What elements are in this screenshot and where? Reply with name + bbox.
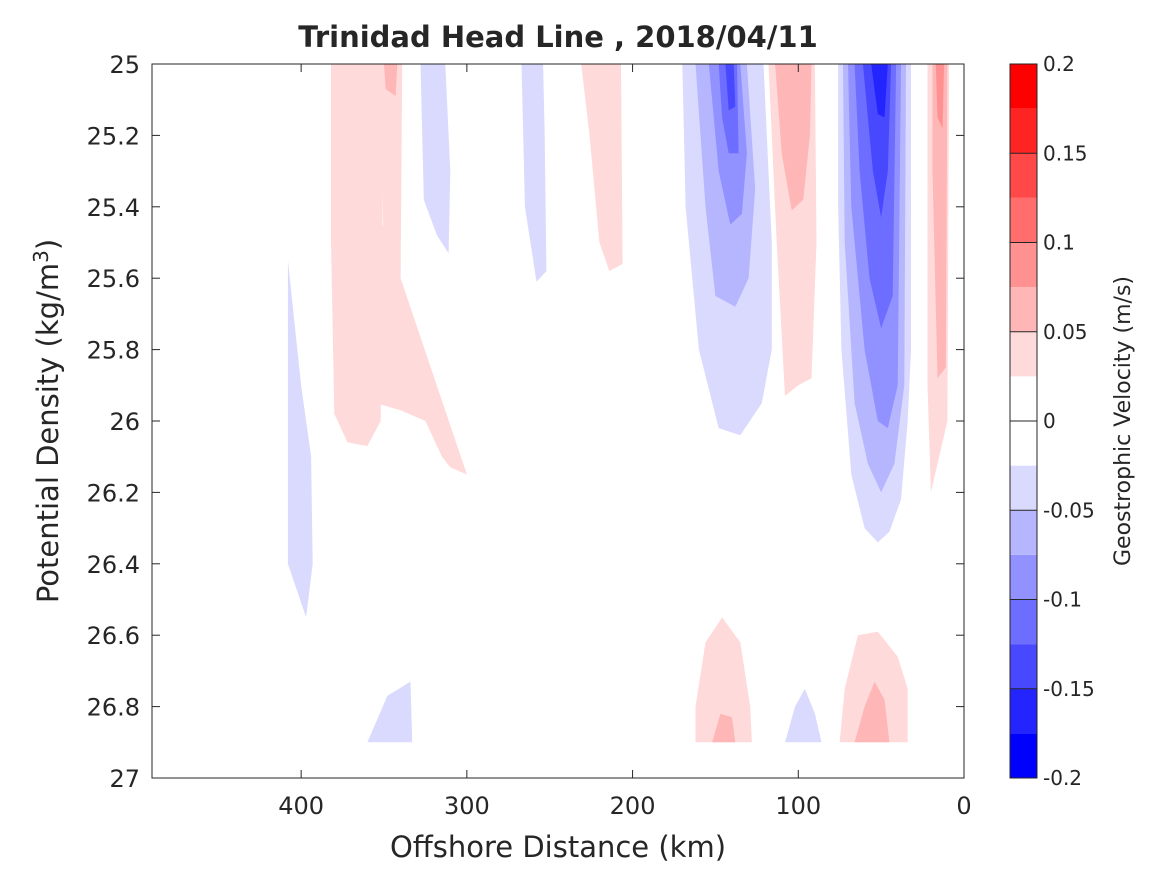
- colorbar-band: [1010, 287, 1037, 332]
- colorbar-band: [1010, 554, 1037, 600]
- contour-region: [287, 260, 313, 618]
- colorbar-band: [1010, 242, 1037, 288]
- contour-region: [384, 64, 398, 97]
- y-axis-label-superscript: 3: [29, 250, 53, 263]
- colorbar-tick-label: 0.05: [1043, 320, 1088, 344]
- contour-fills: [287, 64, 950, 743]
- colorbar-tick-label: -0.15: [1043, 677, 1095, 701]
- y-tick-label: 25.6: [87, 265, 140, 293]
- contour-region: [420, 64, 451, 254]
- y-tick-label: 26.8: [87, 694, 140, 722]
- x-tick-label: 400: [278, 792, 324, 820]
- y-axis-label-main: Potential Density (kg/m: [31, 263, 65, 603]
- colorbar-band: [1010, 465, 1037, 511]
- y-tick-label: 27: [109, 765, 140, 793]
- y-axis-label-close: ): [31, 239, 65, 250]
- colorbar-band: [1010, 688, 1037, 734]
- y-tick-label: 25: [109, 51, 140, 79]
- colorbar-tick-label: -0.2: [1043, 766, 1082, 790]
- y-axis-label: Potential Density (kg/m3): [29, 239, 65, 603]
- colorbar-band: [1010, 599, 1037, 645]
- colorbar-band: [1010, 153, 1037, 198]
- contour-region: [331, 64, 384, 446]
- contour-region: [367, 681, 413, 743]
- contour-region: [712, 713, 736, 743]
- colorbar-band: [1010, 197, 1037, 243]
- y-tick-label: 26.2: [87, 479, 140, 507]
- colorbar-label: Geostrophic Velocity (m/s): [1111, 276, 1136, 566]
- x-tick-label: 100: [775, 792, 821, 820]
- x-tick-label: 0: [956, 792, 971, 820]
- y-axis-ticks: 25 25.2 25.4 25.6 25.8 26 26.2 26.4 26.6 26.8 27: [87, 51, 964, 793]
- colorbar: -0.2 -0.15 -0.1 -0.05 0 0.05 0.1 0.15 0.2 Geostr…: [1009, 52, 1136, 790]
- contour-region: [871, 64, 888, 118]
- colorbar-band: [1010, 421, 1037, 466]
- plot-area: 400 300 200 100 0 25 25.2 25.4 25.6 25.8 26 26.2 26…: [87, 51, 972, 820]
- colorbar-band: [1010, 108, 1037, 154]
- x-tick-label: 200: [610, 792, 656, 820]
- chart-title: Trinidad Head Line , 2018/04/11: [298, 20, 818, 54]
- contour-region: [521, 64, 547, 282]
- y-tick-label: 25.8: [87, 337, 140, 365]
- x-axis-ticks: 400 300 200 100 0: [278, 64, 972, 820]
- colorbar-tick-label: 0.1: [1043, 231, 1075, 255]
- contour-region: [785, 688, 822, 743]
- y-tick-label: 25.4: [87, 194, 140, 222]
- colorbar-band: [1010, 376, 1037, 421]
- colorbar-band: [1010, 644, 1037, 689]
- colorbar-tick-label: -0.05: [1043, 498, 1095, 522]
- y-tick-label: 25.2: [87, 122, 140, 150]
- colorbar-ticks: -0.2 -0.15 -0.1 -0.05 0 0.05 0.1 0.15 0.2: [1010, 52, 1095, 790]
- contour-region: [935, 64, 945, 129]
- colorbar-bands: [1010, 64, 1037, 778]
- contour-region: [725, 64, 736, 111]
- y-tick-label: 26.4: [87, 551, 140, 579]
- colorbar-band: [1010, 331, 1037, 377]
- colorbar-tick-label: 0.2: [1043, 52, 1075, 76]
- contour-region: [695, 617, 752, 743]
- plot-background: [152, 64, 964, 778]
- colorbar-tick-label: -0.1: [1043, 588, 1082, 612]
- x-tick-label: 300: [444, 792, 490, 820]
- contour-region: [581, 64, 623, 272]
- contour-region: [775, 64, 812, 211]
- colorbar-band: [1010, 733, 1037, 778]
- x-axis-label: Offshore Distance (km): [390, 830, 726, 864]
- colorbar-band: [1010, 64, 1037, 109]
- contour-region: [380, 64, 403, 279]
- colorbar-band: [1010, 510, 1037, 555]
- y-tick-label: 26.6: [87, 622, 140, 650]
- contour-region: [854, 681, 890, 743]
- contour-region: [932, 64, 948, 379]
- colorbar-tick-label: 0: [1043, 409, 1056, 433]
- colorbar-tick-label: 0.15: [1043, 141, 1088, 165]
- y-tick-label: 26: [109, 408, 140, 436]
